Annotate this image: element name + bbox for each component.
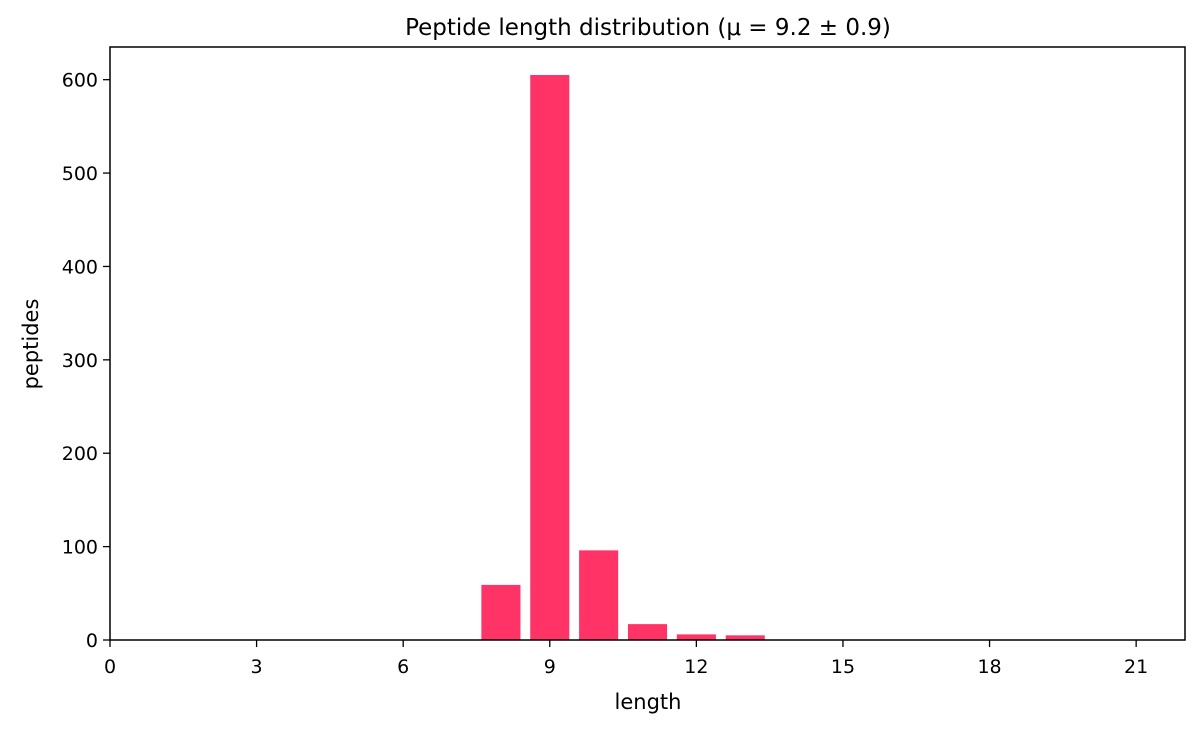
x-tick-label: 15 bbox=[831, 656, 855, 678]
x-axis-label: length bbox=[615, 690, 682, 714]
y-tick-label: 400 bbox=[62, 256, 98, 278]
bars-group bbox=[481, 75, 765, 640]
x-tick-label: 18 bbox=[977, 656, 1001, 678]
x-tick-label: 9 bbox=[544, 656, 556, 678]
plot-frame bbox=[109, 46, 1186, 641]
x-tick-label: 0 bbox=[104, 656, 116, 678]
y-tick-label: 300 bbox=[62, 350, 98, 372]
y-tick-label: 0 bbox=[86, 630, 98, 652]
y-tick-label: 200 bbox=[62, 443, 98, 465]
y-axis: 0 100 200 300 400 500 600 bbox=[62, 70, 110, 652]
x-tick-label: 12 bbox=[684, 656, 708, 678]
y-tick-label: 500 bbox=[62, 163, 98, 185]
bar-length-8 bbox=[481, 584, 521, 640]
y-axis-label: peptides bbox=[19, 299, 43, 390]
y-tick-label: 100 bbox=[62, 537, 98, 559]
y-tick-label: 600 bbox=[62, 70, 98, 92]
x-tick-label: 6 bbox=[397, 656, 409, 678]
bar-length-9 bbox=[530, 75, 570, 640]
bar-length-10 bbox=[579, 550, 619, 640]
x-tick-label: 21 bbox=[1124, 656, 1148, 678]
x-axis: 0 3 6 9 12 15 18 21 bbox=[104, 640, 1148, 678]
bar-length-13 bbox=[725, 635, 765, 640]
x-tick-label: 3 bbox=[251, 656, 263, 678]
bar-length-11 bbox=[627, 624, 668, 640]
bar-length-12 bbox=[676, 634, 716, 640]
chart-title: Peptide length distribution (μ = 9.2 ± 0… bbox=[405, 15, 891, 41]
